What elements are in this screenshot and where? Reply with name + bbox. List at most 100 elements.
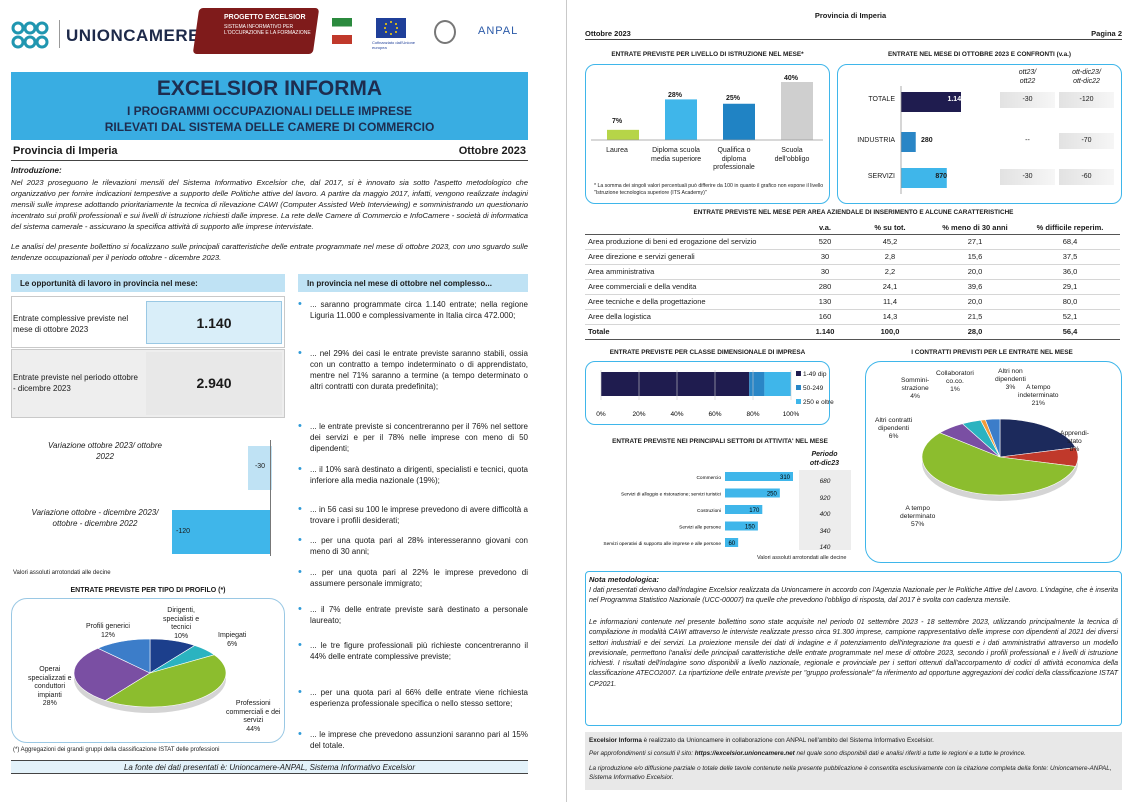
variation-period-value: -120 bbox=[176, 528, 190, 535]
education-bar bbox=[781, 82, 813, 140]
intro-heading: Introduzione: bbox=[11, 166, 62, 175]
areas-table: v.a. % su tot. % meno di 30 anni % diffi… bbox=[585, 221, 1120, 340]
table-header: % meno di 30 anni bbox=[930, 221, 1020, 234]
eu-flag-icon bbox=[376, 18, 406, 38]
rounding-note: Valori assoluti arrotondati alle decine bbox=[13, 570, 111, 576]
bullet-item: ... per una quota pari al 22% le imprese… bbox=[298, 567, 528, 589]
comparison-cell: -120 bbox=[1059, 92, 1114, 108]
profile-label-operai: Operai specializzati e conduttori impianti 2… bbox=[28, 666, 72, 709]
divider bbox=[585, 39, 1122, 40]
comparison-row-label: INDUSTRIA bbox=[837, 137, 895, 144]
bullet-item: ... per una quota pari al 28% interesser… bbox=[298, 535, 528, 557]
eu-caption: Cofinanziato dall'Unione europea bbox=[372, 40, 416, 50]
page-1: UNIONCAMERE PROGETTO EXCELSIOR SISTEMA I… bbox=[0, 0, 567, 802]
profile-pie-title: ENTRATE PREVISTE PER TIPO DI PROFILO (*) bbox=[11, 587, 285, 594]
comparison-bar bbox=[901, 132, 916, 152]
project-title: PROGETTO EXCELSIOR bbox=[224, 14, 306, 21]
opportunities-heading: Le opportunità di lavoro in provincia ne… bbox=[11, 274, 285, 292]
table-row: Aree tecniche e della progettazione 130 11… bbox=[585, 294, 1120, 309]
comparison-bar bbox=[901, 92, 961, 112]
comparison-title: ENTRATE NEL MESE DI OTTOBRE 2023 E CONFR… bbox=[837, 51, 1122, 58]
project-subtitle: SISTEMA INFORMATIVO PER L'OCCUPAZIONE E … bbox=[224, 24, 312, 36]
table-row: Area produzione di beni ed erogazione de… bbox=[585, 234, 1120, 249]
profile-label-impiegati: Impiegati 6% bbox=[218, 632, 246, 649]
edu-value: 28% bbox=[667, 92, 683, 99]
page2-date: Ottobre 2023 bbox=[585, 29, 631, 38]
anpal-logo: ANPAL bbox=[478, 25, 518, 37]
edu-category: Laurea bbox=[597, 147, 637, 154]
intro-paragraph-2: Le analisi del presente bollettino si fo… bbox=[11, 241, 528, 263]
profile-footnote: (*) Aggregazioni dei grandi gruppi della… bbox=[13, 747, 219, 753]
comparison-cell: -- bbox=[1000, 133, 1055, 149]
intro-paragraph-1: Nel 2023 proseguono le rilevazioni mensi… bbox=[11, 177, 528, 232]
bullet-item: ... per una quota pari al 66% delle entr… bbox=[298, 687, 528, 709]
comparison-bar bbox=[901, 168, 947, 188]
region-logo-icon bbox=[332, 18, 352, 44]
table-header bbox=[585, 221, 800, 234]
edu-value: 40% bbox=[783, 75, 799, 82]
variation-month-value: -30 bbox=[248, 463, 272, 470]
areas-title: ENTRATE PREVISTE NEL MESE PER AREA AZIEN… bbox=[585, 209, 1122, 216]
bullet-item: ... le imprese che prevedono assunzioni … bbox=[298, 729, 528, 751]
table-total-row: Totale 1.140 100,0 28,0 56,4 bbox=[585, 324, 1120, 339]
page2-province: Provincia di Imperia bbox=[567, 11, 1134, 20]
edu-category: Diploma scuola media superiore bbox=[651, 147, 701, 164]
education-note: * La somma dei singoli valori percentual… bbox=[594, 183, 824, 197]
variation-period-label: Variazione ottobre - dicembre 2023/ otto… bbox=[20, 507, 170, 529]
comparison-row-label: SERVIZI bbox=[837, 173, 895, 180]
main-title: EXCELSIOR INFORMA bbox=[11, 77, 528, 101]
title-line-2: RILEVATI DAL SISTEMA DELLE CAMERE DI COM… bbox=[11, 120, 528, 134]
comparison-cell: -30 bbox=[1000, 169, 1055, 185]
table-row: Area amministrativa 30 2,2 20,0 36,0 bbox=[585, 264, 1120, 279]
profile-label-dirigenti: Dirigenti, specialisti e tecnici 10% bbox=[163, 607, 199, 641]
education-title: ENTRATE PREVISTE PER LIVELLO DI ISTRUZIO… bbox=[585, 51, 830, 58]
edu-value: 7% bbox=[609, 118, 625, 125]
table-row: Aree direzione e servizi generali 30 2,8 15… bbox=[585, 249, 1120, 264]
comparison-cell: -70 bbox=[1059, 133, 1114, 149]
comparison-cell: -30 bbox=[1000, 92, 1055, 108]
education-bar bbox=[665, 99, 697, 140]
education-bar bbox=[723, 104, 755, 140]
edu-category: Qualifica o diploma professionale bbox=[709, 147, 759, 173]
bullet-item: ... in 56 casi su 100 le imprese prevedo… bbox=[298, 504, 528, 526]
profile-label-commerciali: Professioni commerciali e dei servizi 44% bbox=[226, 700, 280, 734]
comparison-col-2: ott-dic23/ott-dic22 bbox=[1059, 68, 1114, 86]
comparison-cell: -60 bbox=[1059, 169, 1114, 185]
kpi-period-value: 2.940 bbox=[146, 352, 282, 415]
province: Provincia di Imperia bbox=[13, 145, 118, 157]
period: Ottobre 2023 bbox=[420, 145, 526, 157]
table-header: v.a. bbox=[800, 221, 850, 234]
republic-emblem-icon bbox=[434, 20, 456, 44]
edu-category: Scuola dell'obbligo bbox=[767, 147, 817, 164]
kpi-month-label: Entrate complessive previste nel mese di… bbox=[13, 313, 138, 335]
education-bar bbox=[607, 130, 639, 140]
table-header: % su tot. bbox=[850, 221, 930, 234]
edu-value: 25% bbox=[725, 95, 741, 102]
bullet-item: ... saranno programmate circa 1.140 entr… bbox=[298, 299, 528, 321]
page-number: Pagina 2 bbox=[1047, 29, 1122, 38]
title-line-1: I PROGRAMMI OCCUPAZIONALI DELLE IMPRESE bbox=[11, 104, 528, 118]
profile-pie-chart bbox=[60, 625, 240, 725]
org-name: UNIONCAMERE bbox=[66, 26, 200, 46]
comparison-col-1: ott23/ott22 bbox=[1000, 68, 1055, 86]
table-header: % difficile reperim. bbox=[1020, 221, 1120, 234]
comparison-row-label: TOTALE bbox=[837, 96, 895, 103]
bullet-item: ... le entrate previste si concentrerann… bbox=[298, 421, 528, 454]
variation-month-label: Variazione ottobre 2023/ ottobre 2022 bbox=[40, 440, 170, 462]
comparison-bar-chart bbox=[899, 86, 999, 196]
page-2: Provincia di Imperia Ottobre 2023 Pagina… bbox=[567, 0, 1134, 802]
bullet-item: ... nel 29% dei casi le entrate previste… bbox=[298, 348, 528, 392]
bullets-heading: In provincia nel mese di ottobre nel com… bbox=[298, 274, 528, 292]
divider bbox=[59, 20, 60, 48]
source-note: La fonte dei dati presentati è: Unioncam… bbox=[11, 760, 528, 774]
divider bbox=[11, 160, 528, 161]
profile-label-generici: Profili generici 12% bbox=[86, 623, 130, 640]
unioncamere-logo-icon bbox=[10, 20, 50, 50]
table-row: Aree della logistica 160 14,3 21,5 52,1 bbox=[585, 309, 1120, 324]
kpi-month-value: 1.140 bbox=[146, 301, 282, 344]
bullet-item: ... il 10% sarà destinato a dirigenti, s… bbox=[298, 464, 528, 486]
table-header-row: v.a. % su tot. % meno di 30 anni % diffi… bbox=[585, 221, 1120, 234]
bullet-item: ... le tre figure professionali più rich… bbox=[298, 640, 528, 662]
table-row: Aree commerciali e della vendita 280 24,1 3… bbox=[585, 279, 1120, 294]
bullet-item: ... il 7% delle entrate previste sarà de… bbox=[298, 604, 528, 626]
